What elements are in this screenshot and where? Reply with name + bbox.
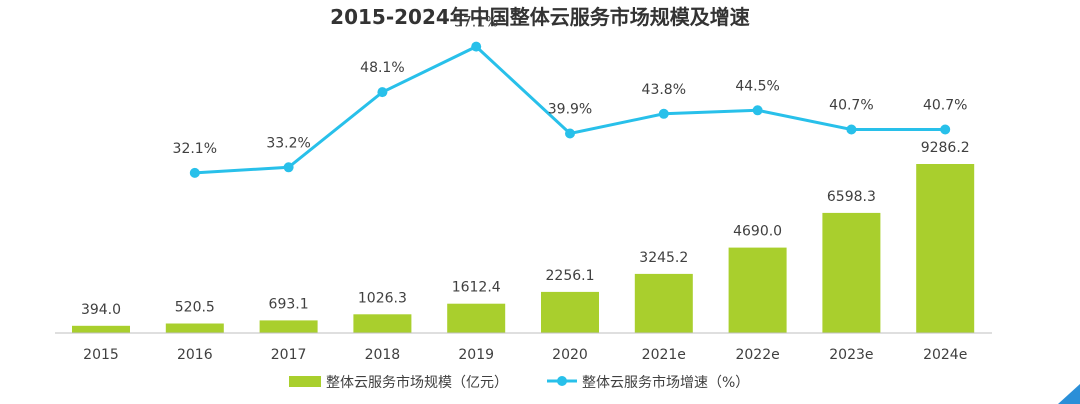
growth-label-2022e: 44.5%: [735, 78, 779, 94]
growth-point-2024e: [940, 124, 951, 135]
bar-label-2018: 1026.3: [358, 290, 407, 306]
bar-label-2016: 520.5: [175, 300, 215, 316]
growth-label-2018: 48.1%: [360, 60, 404, 76]
growth-label-2019: 57.1%: [454, 15, 498, 31]
bar-label-2020: 2256.1: [546, 268, 595, 284]
bar-label-2021e: 3245.2: [639, 250, 688, 266]
legend: 整体云服务市场规模（亿元） 整体云服务市场增速（%）: [289, 374, 749, 391]
bar-2024e: [916, 164, 975, 333]
x-tick-2019: 2019: [458, 347, 494, 363]
bar-label-2023e: 6598.3: [827, 189, 876, 205]
bar-2017: [259, 320, 318, 333]
growth-point-2018: [377, 87, 388, 98]
bar-2023e: [822, 212, 881, 333]
bar-2016: [165, 323, 224, 333]
bar-data-labels: 394.0 520.5 693.1 1026.3 1612.4 2256.1 3245.2 4…: [81, 140, 970, 318]
growth-label-2020: 39.9%: [548, 102, 592, 118]
growth-point-2023e: [846, 124, 857, 135]
legend-bar-label: 整体云服务市场规模（亿元）: [326, 374, 508, 391]
corner-accent-shape: [1058, 384, 1080, 404]
x-tick-2024e: 2024e: [923, 347, 967, 363]
growth-label-2016: 32.1%: [173, 141, 217, 157]
growth-point-2019: [471, 41, 482, 52]
growth-point-2022e: [752, 105, 763, 116]
bar-2015: [72, 325, 130, 333]
x-tick-2022e: 2022e: [735, 347, 779, 363]
growth-point-2017: [283, 162, 294, 173]
growth-point-2020: [565, 128, 575, 139]
bar-series: [72, 164, 975, 333]
legend-bar-swatch: [289, 376, 321, 387]
bar-2022e: [728, 247, 787, 333]
growth-point-2021e: [658, 108, 669, 119]
bar-2018: [353, 314, 412, 333]
bar-2019: [447, 303, 506, 333]
bar-2021e: [634, 273, 693, 333]
bar-label-2024e: 9286.2: [921, 140, 970, 156]
x-tick-2017: 2017: [271, 347, 307, 363]
x-tick-2018: 2018: [365, 347, 401, 363]
x-tick-2016: 2016: [177, 347, 213, 363]
growth-line-series: 32.1% 33.2% 48.1% 57.1% 39.9% 43.8% 44.5% 40.7%…: [173, 15, 967, 178]
bar-label-2015: 394.0: [81, 302, 121, 318]
bar-label-2019: 1612.4: [452, 280, 501, 296]
growth-label-2023e: 40.7%: [829, 98, 873, 114]
growth-label-2024e: 40.7%: [923, 98, 967, 114]
x-tick-2021e: 2021e: [642, 347, 686, 363]
x-tick-2023e: 2023e: [829, 347, 873, 363]
growth-label-2017: 33.2%: [266, 135, 310, 151]
x-tick-2015: 2015: [83, 347, 119, 363]
bar-label-2017: 693.1: [269, 296, 309, 312]
chart-title: 2015-2024年中国整体云服务市场规模及增速: [330, 5, 750, 29]
x-tick-labels: 2015 2016 2017 2018 2019 2020 2021e 2022e 2023e 2…: [83, 347, 967, 363]
growth-point-2016: [189, 167, 200, 178]
legend-line-marker: [557, 376, 567, 386]
growth-label-2021e: 43.8%: [642, 82, 686, 98]
bar-label-2022e: 4690.0: [733, 224, 782, 240]
legend-line-label: 整体云服务市场增速（%）: [582, 374, 749, 391]
x-tick-2020: 2020: [552, 347, 588, 363]
bar-2020: [541, 291, 599, 333]
